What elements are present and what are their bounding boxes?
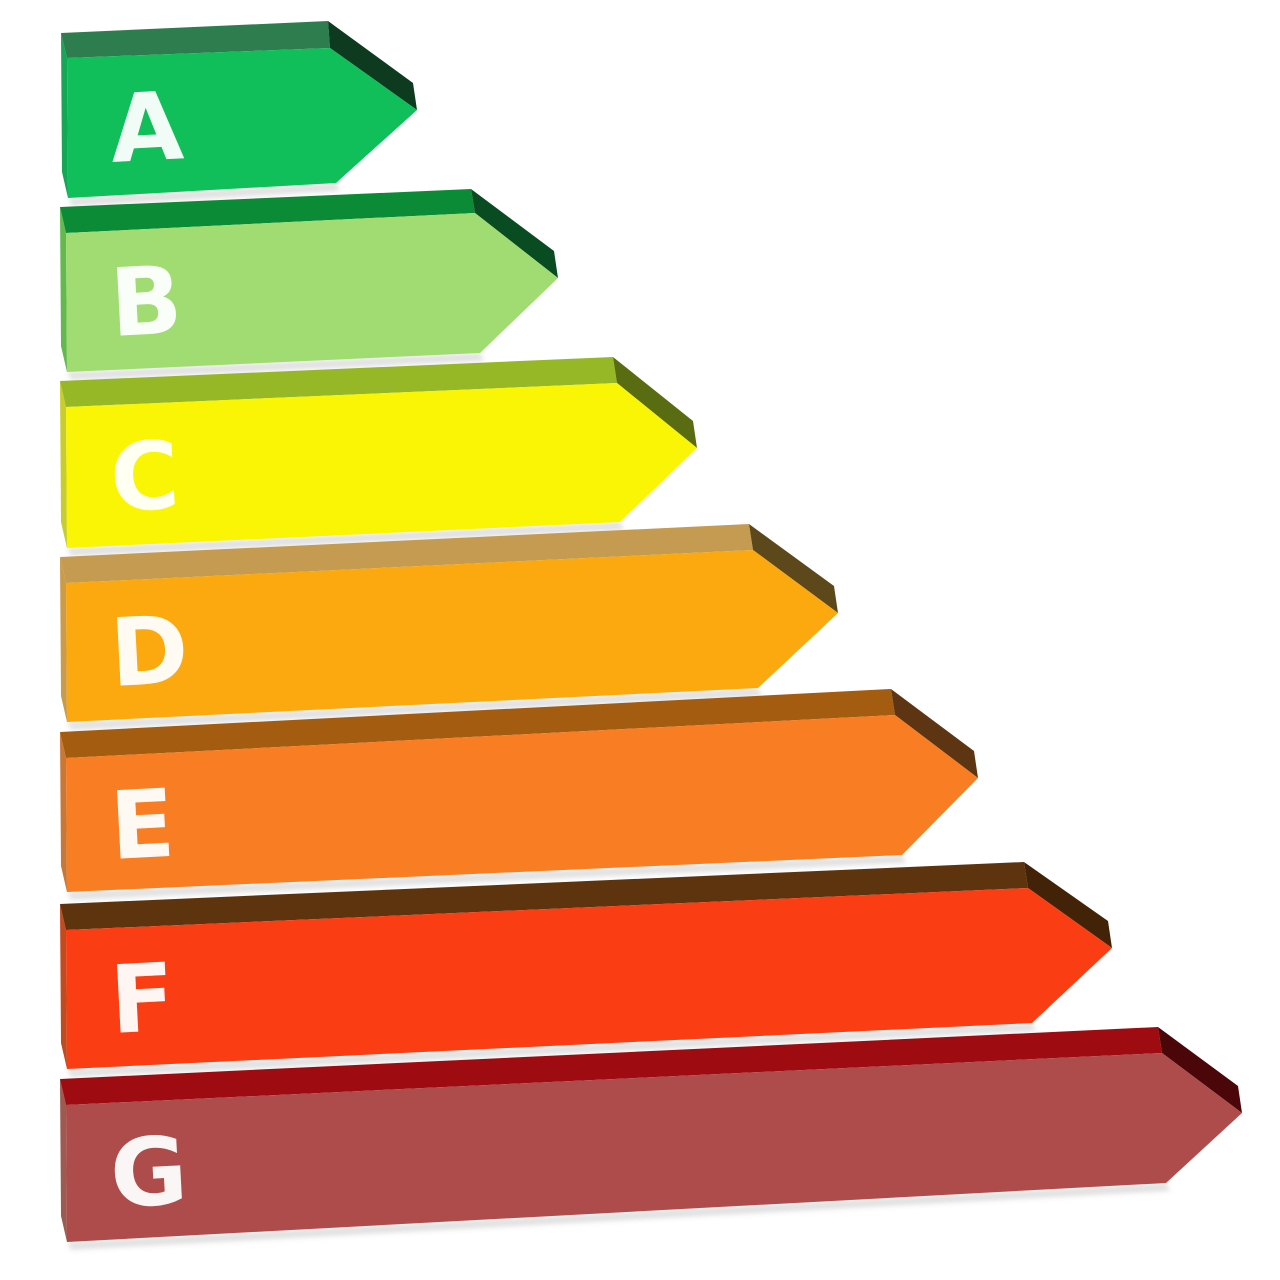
arrow-top-face (61, 21, 330, 58)
arrow-shadow (67, 1023, 1036, 1077)
rating-letter-a: A (107, 72, 186, 185)
arrow-front-face (66, 1053, 1242, 1242)
arrow-left-side-face (60, 904, 67, 1069)
arrow-top-face (60, 357, 617, 407)
arrow-shadow (67, 688, 762, 730)
rating-letter-g: G (107, 1117, 190, 1230)
arrow-left-side-face (60, 732, 67, 892)
arrow-tip-bevel-shadow (328, 21, 417, 110)
arrow-tip-bevel-shadow (471, 189, 558, 278)
rating-letter-b: B (107, 246, 184, 359)
rating-letter-c: C (107, 422, 182, 534)
arrow-tip-bevel-shadow (749, 524, 838, 613)
arrow-top-face (60, 189, 475, 233)
arrow-front-face (67, 48, 417, 198)
arrow-tip-bevel-shadow (1024, 862, 1112, 948)
arrow-shadow (67, 1183, 1170, 1250)
rating-arrow-e: E (60, 689, 978, 900)
rating-letter-d: D (107, 596, 191, 709)
arrow-left-side-face (61, 33, 68, 198)
rating-arrow-a: A (61, 21, 417, 206)
arrow-left-side-face (60, 207, 67, 372)
arrow-shadow (67, 522, 624, 556)
arrow-top-face (60, 1027, 1162, 1105)
arrow-tip-bevel-shadow (891, 689, 978, 778)
rating-arrow-f: F (60, 862, 1112, 1077)
arrow-top-face (60, 689, 895, 758)
arrow-front-face (66, 888, 1112, 1069)
arrow-left-side-face (60, 381, 67, 548)
arrow-tip-bevel-shadow (1158, 1027, 1242, 1113)
rating-arrow-b: B (60, 189, 558, 380)
rating-arrow-c: C (60, 357, 697, 556)
arrow-front-face (66, 715, 978, 892)
arrow-shadow (67, 353, 484, 380)
rating-letter-e: E (107, 770, 177, 882)
arrow-shadow (67, 855, 906, 900)
arrow-top-face (60, 524, 753, 583)
arrow-shadow (68, 183, 340, 206)
arrow-top-face (60, 862, 1028, 930)
arrow-front-face (66, 550, 838, 722)
rating-arrow-d: D (60, 524, 838, 730)
arrow-front-face (66, 383, 697, 548)
arrow-front-face (66, 213, 558, 372)
arrow-left-side-face (60, 1079, 67, 1242)
rating-letter-f: F (107, 944, 177, 1056)
arrow-tip-bevel-shadow (613, 357, 697, 448)
arrow-left-side-face (60, 557, 67, 722)
rating-arrow-g: G (60, 1027, 1242, 1250)
